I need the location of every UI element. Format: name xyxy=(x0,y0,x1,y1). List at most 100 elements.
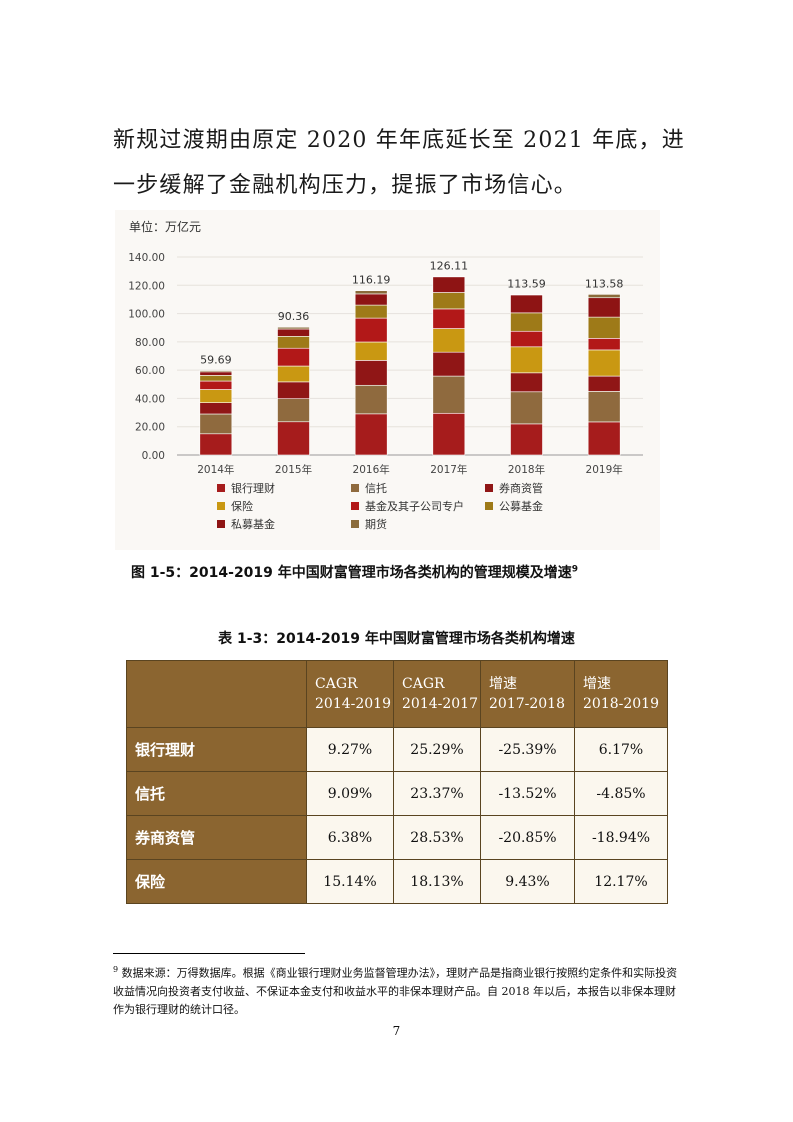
bar-segment xyxy=(199,375,233,382)
table-cell: 25.29% xyxy=(393,727,481,772)
legend-swatch xyxy=(351,502,359,510)
total-label: 90.36 xyxy=(278,310,310,323)
table-cell: 9.43% xyxy=(480,859,575,904)
header-line2: 2014-2019 xyxy=(315,696,391,712)
bar-segment xyxy=(199,370,233,373)
bar-segment xyxy=(199,402,233,415)
y-tick-label: 40.00 xyxy=(135,393,165,405)
table-cell: -13.52% xyxy=(480,771,575,816)
table-header-cell: CAGR 2014-2019 xyxy=(306,660,394,728)
bar-segment xyxy=(277,381,310,400)
table-header-cell: CAGR 2014-2017 xyxy=(393,660,481,728)
footnote-divider xyxy=(113,953,305,954)
bar-segment xyxy=(354,384,388,415)
stacked-bar-chart: 单位：万亿元 0.00 20.00 40.00 60.00 80.00 100.00 120.… xyxy=(128,219,643,531)
bar-segment xyxy=(199,380,233,390)
bar-segment xyxy=(587,338,621,351)
bar-segment xyxy=(277,347,310,367)
bar-segment xyxy=(510,294,543,314)
legend-swatch xyxy=(485,502,493,510)
table-row: 信托 9.09% 23.37% -13.52% -4.85% xyxy=(126,771,668,816)
legend-swatch xyxy=(217,502,225,510)
x-tick-label: 2015年 xyxy=(275,463,312,476)
bar-segment xyxy=(587,391,621,423)
bar-segment xyxy=(354,304,388,319)
x-tick-label: 2014年 xyxy=(197,463,234,476)
table-cell: -18.94% xyxy=(574,815,668,860)
bar-segment xyxy=(587,316,621,339)
bar-segment xyxy=(432,375,466,414)
table-row: 银行理财 9.27% 25.29% -25.39% 6.17% xyxy=(126,727,668,772)
table-cell: 9.09% xyxy=(306,771,394,816)
legend-label: 信托 xyxy=(365,481,387,495)
legend-label: 期货 xyxy=(365,517,387,531)
legend-label: 保险 xyxy=(231,499,253,513)
legend-swatch xyxy=(351,484,359,492)
y-tick-label: 20.00 xyxy=(135,422,165,434)
bar-segment xyxy=(510,391,543,425)
bar-segment xyxy=(587,375,621,392)
total-label: 113.58 xyxy=(585,277,624,290)
bar-segment xyxy=(432,328,466,353)
bar-segment xyxy=(432,412,466,456)
bar-segment xyxy=(432,276,466,293)
bar-segment xyxy=(354,360,388,386)
table-cell: 15.14% xyxy=(306,859,394,904)
bar-segment xyxy=(587,421,621,456)
y-tick-label: 0.00 xyxy=(142,450,165,462)
bar-segment xyxy=(510,312,543,332)
footnote: 9 数据来源：万得数据库。根据《商业银行理财业务监督管理办法》，理财产品是指商业… xyxy=(113,961,683,1019)
body-paragraph: 新规过渡期由原定 2020 年年底延长至 2021 年底，进一步缓解了金融机构压… xyxy=(113,128,685,198)
growth-table: CAGR 2014-2019 CAGR 2014-2017 增速 2017-2018 … xyxy=(126,660,668,904)
x-tick-label: 2018年 xyxy=(508,463,545,476)
table-cell: -20.85% xyxy=(480,815,575,860)
bar-segment xyxy=(277,326,310,330)
x-tick-label: 2016年 xyxy=(353,463,390,476)
table-cell: 6.17% xyxy=(574,727,668,772)
header-line1: CAGR xyxy=(315,676,358,692)
y-tick-label: 80.00 xyxy=(135,337,165,349)
table-corner-cell xyxy=(126,660,307,728)
table-cell: -25.39% xyxy=(480,727,575,772)
legend-swatch xyxy=(217,484,225,492)
y-tick-label: 140.00 xyxy=(128,252,165,264)
footnote-text: 数据来源：万得数据库。根据《商业银行理财业务监督管理办法》，理财产品是指商业银行… xyxy=(113,966,678,1016)
figure-caption-text: 图 1-5：2014-2019 年中国财富管理市场各类机构的管理规模及增速 xyxy=(131,565,572,581)
page-number: 7 xyxy=(392,1024,401,1038)
bar-segment xyxy=(510,330,543,348)
bar-segment xyxy=(354,413,388,456)
total-label: 116.19 xyxy=(352,274,391,287)
legend-label: 券商资管 xyxy=(499,481,543,495)
legend-swatch xyxy=(351,520,359,528)
legend-label: 基金及其子公司专户 xyxy=(365,499,464,513)
bar-segment xyxy=(432,351,466,377)
header-line2: 2014-2017 xyxy=(402,696,478,712)
legend-swatch xyxy=(485,484,493,492)
bar-segment xyxy=(199,371,233,376)
bar-segment xyxy=(354,293,388,306)
bar-segment xyxy=(277,365,310,383)
x-tick-label: 2019年 xyxy=(586,463,623,476)
footnote-mark: 9 xyxy=(113,965,119,974)
table-header-row: CAGR 2014-2019 CAGR 2014-2017 增速 2017-2018 … xyxy=(126,660,668,728)
bar-segment xyxy=(199,389,233,403)
bar-segment xyxy=(510,372,543,393)
bar-segment xyxy=(510,346,543,374)
legend-label: 银行理财 xyxy=(231,481,275,495)
bar-segment xyxy=(354,341,388,361)
bar-segment xyxy=(510,294,543,296)
bar-segment xyxy=(199,433,233,456)
x-tick-label: 2017年 xyxy=(430,463,467,476)
legend-label: 私募基金 xyxy=(231,517,275,531)
figure-caption: 图 1-5：2014-2019 年中国财富管理市场各类机构的管理规模及增速9 xyxy=(131,562,691,582)
header-line1: CAGR xyxy=(402,676,445,692)
table-cell: 28.53% xyxy=(393,815,481,860)
table-row: 保险 15.14% 18.13% 9.43% 12.17% xyxy=(126,859,668,904)
header-line2: 2018-2019 xyxy=(583,696,659,712)
footnote-ref: 9 xyxy=(571,564,579,575)
table-cell: 6.38% xyxy=(306,815,394,860)
bar-segment xyxy=(587,294,621,299)
total-label: 59.69 xyxy=(200,354,232,367)
row-label: 信托 xyxy=(126,771,307,816)
bar-segment xyxy=(354,317,388,343)
